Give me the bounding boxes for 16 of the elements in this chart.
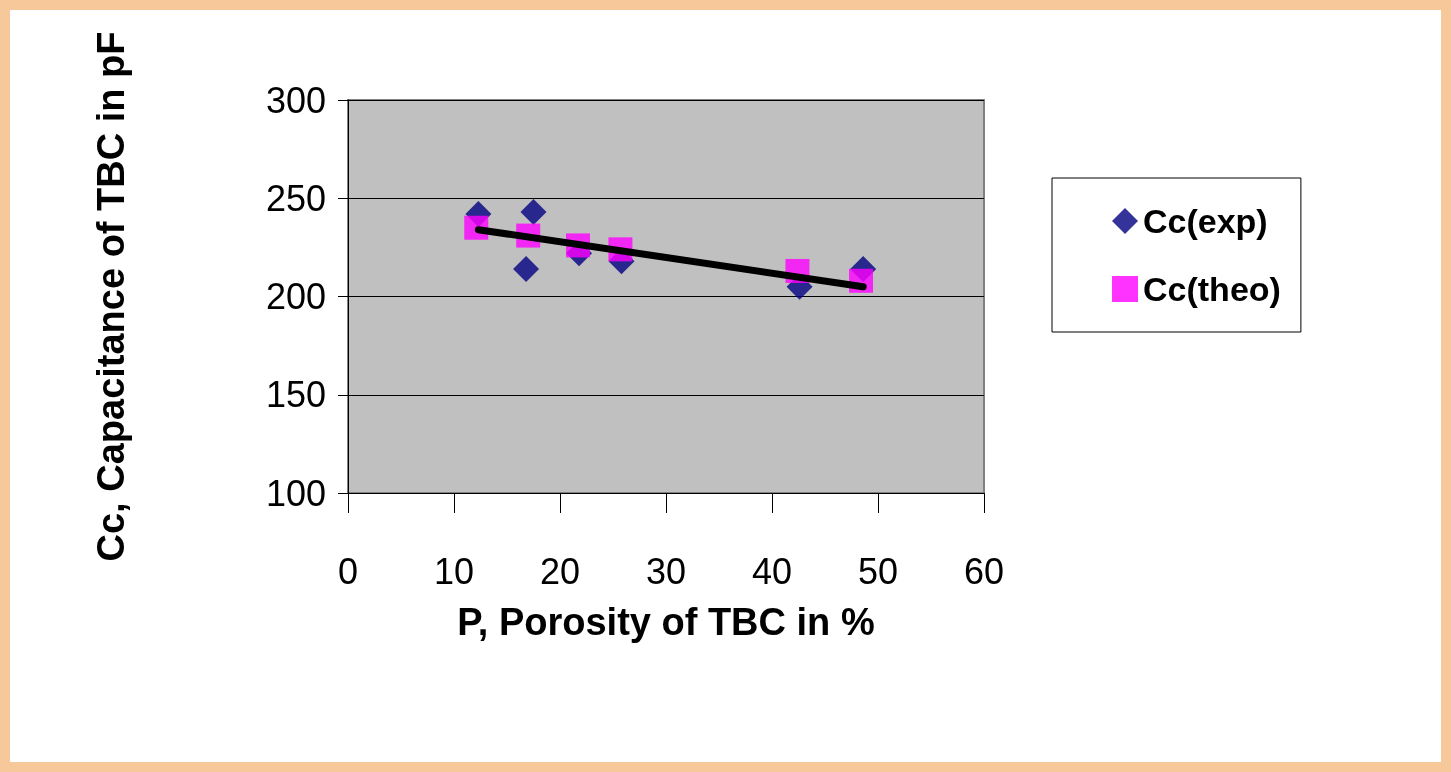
y-tick-label: 100 (265, 472, 326, 514)
x-tick-label: 10 (433, 550, 475, 592)
x-tick-label: 50 (857, 550, 899, 592)
x-tick-label: 0 (337, 550, 359, 592)
legend-label: Cc(exp) (1143, 202, 1268, 240)
y-tick-label: 200 (265, 276, 326, 317)
y-tick-label: 150 (265, 374, 326, 416)
x-tick-label: 60 (963, 550, 1005, 592)
x-tick-label: 20 (539, 550, 581, 592)
y-tick-label: 300 (265, 79, 326, 121)
legend-label: Cc(theo) (1143, 270, 1281, 308)
x-tick-label: 30 (645, 550, 687, 592)
x-axis-title: P, Porosity of TBC in % (457, 601, 875, 643)
y-axis-title: Cc, Capacitance of TBC in pF (90, 31, 132, 562)
y-tick-label: 250 (265, 177, 326, 219)
x-tick-label: 40 (751, 550, 793, 592)
